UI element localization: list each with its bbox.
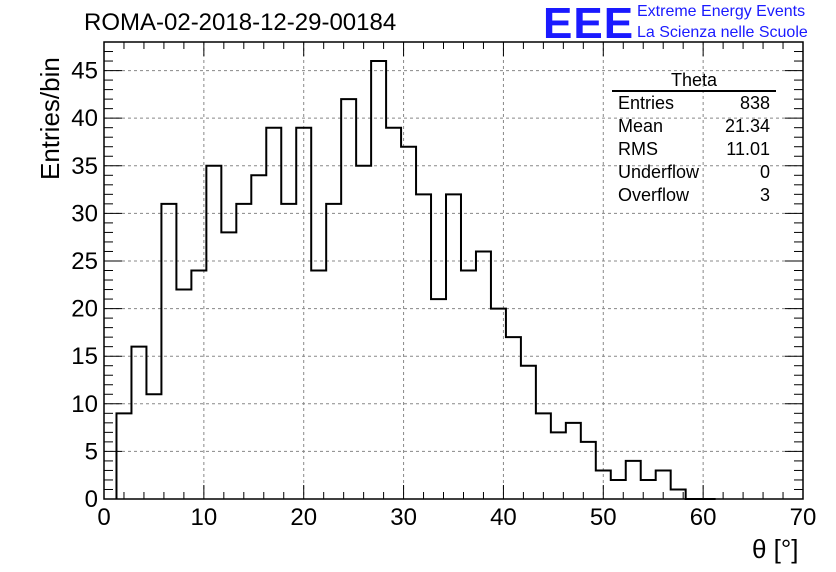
stats-value: 838 <box>739 93 770 113</box>
y-tick-label: 30 <box>71 200 98 227</box>
logo-line-2: La Scienza nelle Scuole <box>637 24 808 41</box>
y-tick-label: 5 <box>85 438 98 465</box>
y-tick-label: 45 <box>71 58 98 85</box>
y-axis-label: Entries/bin <box>35 57 65 180</box>
x-tick-label: 20 <box>290 504 317 531</box>
stats-box: Theta Entries 838 Mean 21.34 RMS 11.01 U… <box>612 70 776 207</box>
x-tick-label: 30 <box>390 504 417 531</box>
y-tick-label: 25 <box>71 248 98 275</box>
stats-title: Theta <box>612 70 776 92</box>
stats-value: 3 <box>759 185 770 205</box>
x-axis-label: θ [°] <box>752 534 799 564</box>
chart-title: ROMA-02-2018-12-29-00184 <box>84 9 397 36</box>
stats-value: 0 <box>759 162 770 182</box>
y-tick-label: 0 <box>85 486 98 513</box>
x-tick-label: 40 <box>490 504 517 531</box>
stats-label: Overflow <box>618 185 690 205</box>
x-tick-label: 70 <box>790 504 817 531</box>
y-axis-label-wrap: Entries/bin <box>5 57 65 210</box>
histogram-line <box>115 60 716 500</box>
stats-label: Entries <box>618 93 675 113</box>
stats-row: Underflow 0 <box>612 161 776 184</box>
eee-logo: EEE <box>543 0 635 48</box>
stats-row: Entries 838 <box>612 92 776 115</box>
stats-label: RMS <box>618 139 658 159</box>
x-tick-label: 0 <box>97 504 110 531</box>
x-tick-label: 10 <box>191 504 218 531</box>
logo-line-1: Extreme Energy Events <box>637 3 806 20</box>
stats-value: 11.01 <box>726 139 770 159</box>
stats-row: RMS 11.01 <box>612 138 776 161</box>
stats-label: Mean <box>618 116 664 136</box>
stats-label: Underflow <box>618 162 700 182</box>
y-tick-label: 35 <box>71 153 98 180</box>
x-tick-label: 60 <box>690 504 717 531</box>
stats-value: 21.34 <box>724 116 770 136</box>
plot-frame <box>103 41 804 500</box>
stats-row: Mean 21.34 <box>612 115 776 138</box>
y-tick-label: 40 <box>71 105 98 132</box>
axis-ticks <box>103 41 804 500</box>
stats-row: Overflow 3 <box>612 184 776 207</box>
y-tick-label: 20 <box>71 296 98 323</box>
y-tick-label: 15 <box>71 343 98 370</box>
y-tick-label: 10 <box>71 391 98 418</box>
x-tick-label: 50 <box>590 504 617 531</box>
